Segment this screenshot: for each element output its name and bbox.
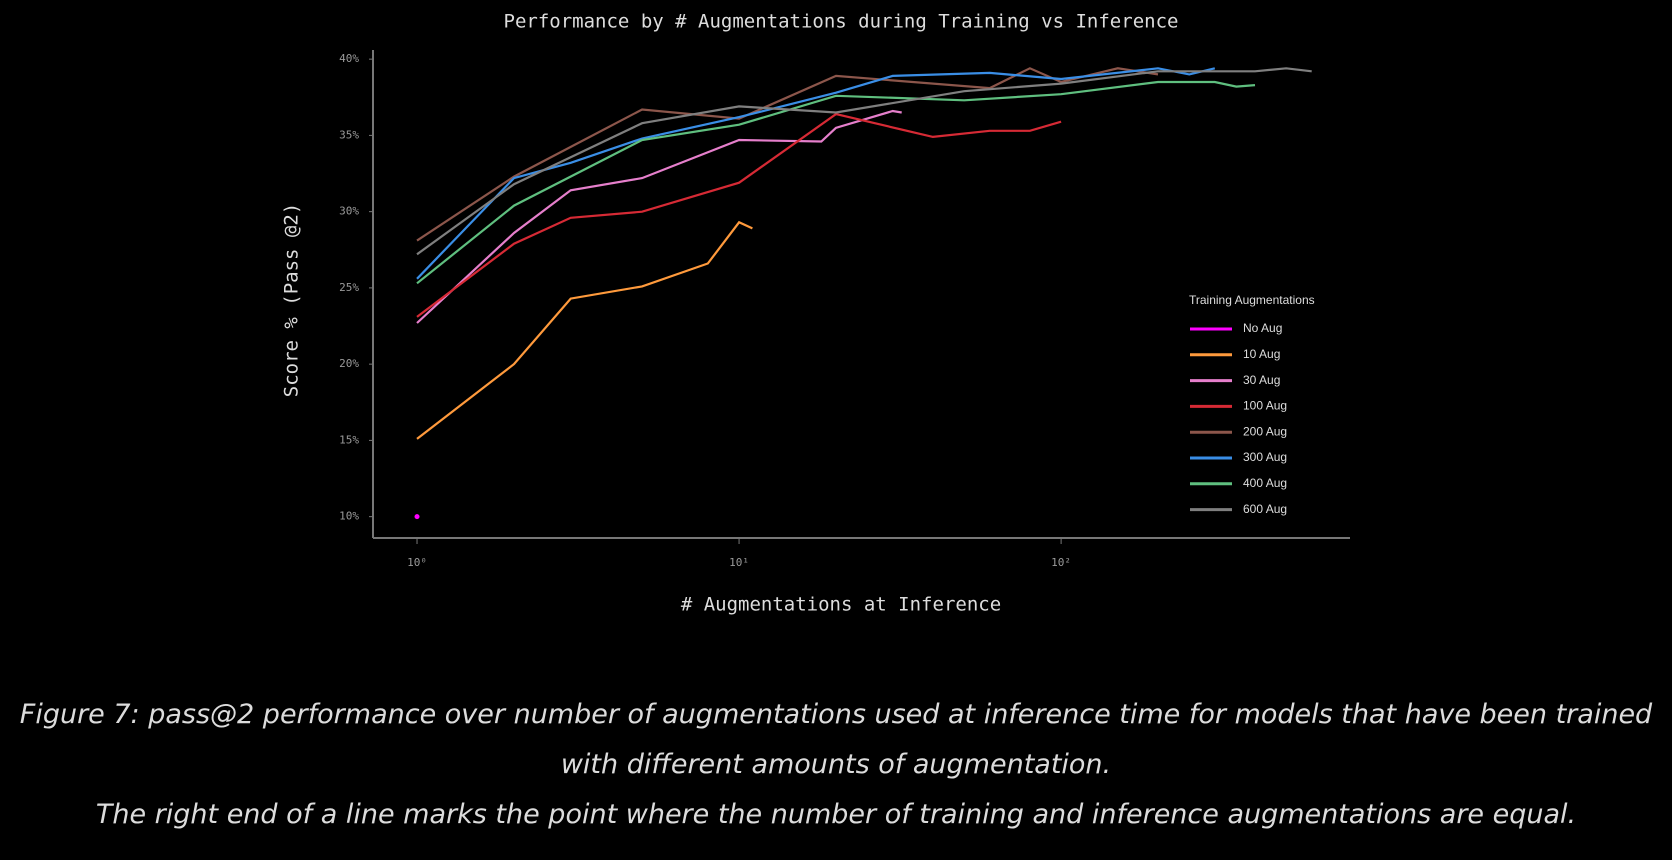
y-tick-label: 15%	[339, 433, 359, 446]
y-axis-label: Score % (Pass @2)	[281, 203, 303, 397]
legend-label: 10 Aug	[1243, 347, 1280, 361]
series-line	[416, 67, 1216, 280]
y-tick-label: 30%	[339, 205, 359, 218]
series-line	[416, 112, 1062, 318]
y-tick-label: 10%	[339, 510, 359, 523]
legend-label: No Aug	[1243, 321, 1282, 335]
legend-label: 600 Aug	[1243, 502, 1287, 516]
legend-title: Training Augmentations	[1189, 293, 1315, 307]
legend-label: 200 Aug	[1243, 424, 1287, 438]
legend-label: 400 Aug	[1243, 476, 1287, 490]
x-tick-label: 10²	[1051, 556, 1071, 569]
y-tick-label: 20%	[339, 357, 359, 370]
x-tick-label: 10¹	[729, 556, 749, 569]
legend-label: 30 Aug	[1243, 373, 1280, 387]
series-line	[416, 80, 1256, 285]
caption-line: The right end of a line marks the point …	[95, 799, 1577, 830]
y-tick-label: 25%	[339, 281, 359, 294]
y-tick-label: 35%	[339, 128, 359, 141]
series-line	[416, 220, 753, 440]
chart: Performance by # Augmentations during Tr…	[281, 11, 1350, 616]
caption: Figure 7: pass@2 performance over number…	[0, 690, 1672, 840]
y-tick-label: 40%	[339, 52, 359, 65]
series-line	[416, 67, 1312, 256]
caption-line: Figure 7: pass@2 performance over number…	[19, 699, 1653, 780]
legend-label: 300 Aug	[1243, 450, 1287, 464]
series-line	[416, 109, 902, 324]
x-axis-label: # Augmentations at Inference	[681, 594, 1001, 616]
data-point	[414, 514, 420, 520]
chart-title: Performance by # Augmentations during Tr…	[504, 11, 1179, 33]
legend-label: 100 Aug	[1243, 399, 1287, 413]
x-tick-label: 10⁰	[407, 556, 427, 569]
